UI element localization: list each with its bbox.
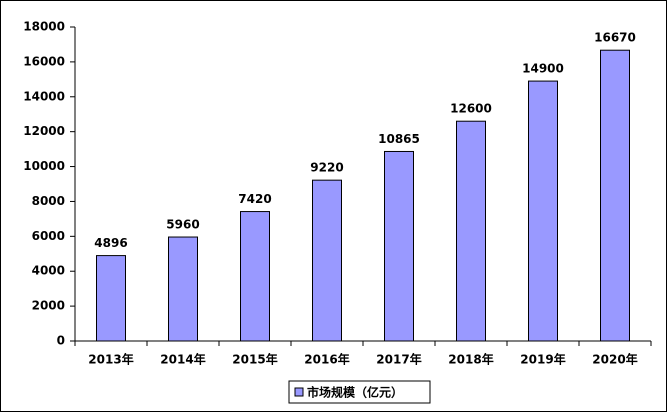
bar: [384, 150, 414, 342]
x-tick-label: 2020年: [592, 352, 637, 367]
x-tick-label: 2018年: [448, 352, 493, 367]
data-label: 5960: [166, 218, 199, 232]
x-tick-label: 2015年: [232, 352, 277, 367]
y-tick-label: 6000: [32, 229, 65, 243]
legend-swatch: [294, 387, 304, 397]
x-tick-label: 2019年: [520, 352, 565, 367]
x-tick-label: 2017年: [376, 352, 421, 367]
y-tick-label: 0: [57, 334, 65, 348]
bar: [456, 120, 486, 342]
data-label: 7420: [238, 192, 271, 206]
x-tick-label: 2013年: [88, 352, 133, 367]
bar: [240, 211, 270, 342]
x-tick-label: 2016年: [304, 352, 349, 367]
bar: [600, 49, 630, 342]
y-tick-label: 12000: [23, 124, 65, 138]
legend-label: 市场规模（亿元）: [307, 385, 403, 400]
bar: [168, 236, 198, 342]
data-label: 16670: [594, 31, 636, 45]
y-tick-label: 2000: [32, 299, 65, 313]
data-label: 9220: [310, 161, 343, 175]
data-label: 12600: [450, 102, 492, 116]
y-tick-label: 16000: [23, 54, 65, 68]
bar: [528, 80, 558, 342]
y-tick-label: 18000: [23, 20, 65, 34]
data-label: 4896: [94, 236, 127, 250]
y-tick-label: 10000: [23, 159, 65, 173]
y-tick-label: 14000: [23, 89, 65, 103]
y-tick-label: 4000: [32, 264, 65, 278]
data-label: 14900: [522, 62, 564, 76]
legend-box: [288, 380, 431, 404]
y-tick-label: 8000: [32, 194, 65, 208]
bar: [312, 179, 342, 342]
x-tick-label: 2014年: [160, 352, 205, 367]
data-label: 10865: [378, 132, 420, 146]
bar: [96, 255, 126, 342]
